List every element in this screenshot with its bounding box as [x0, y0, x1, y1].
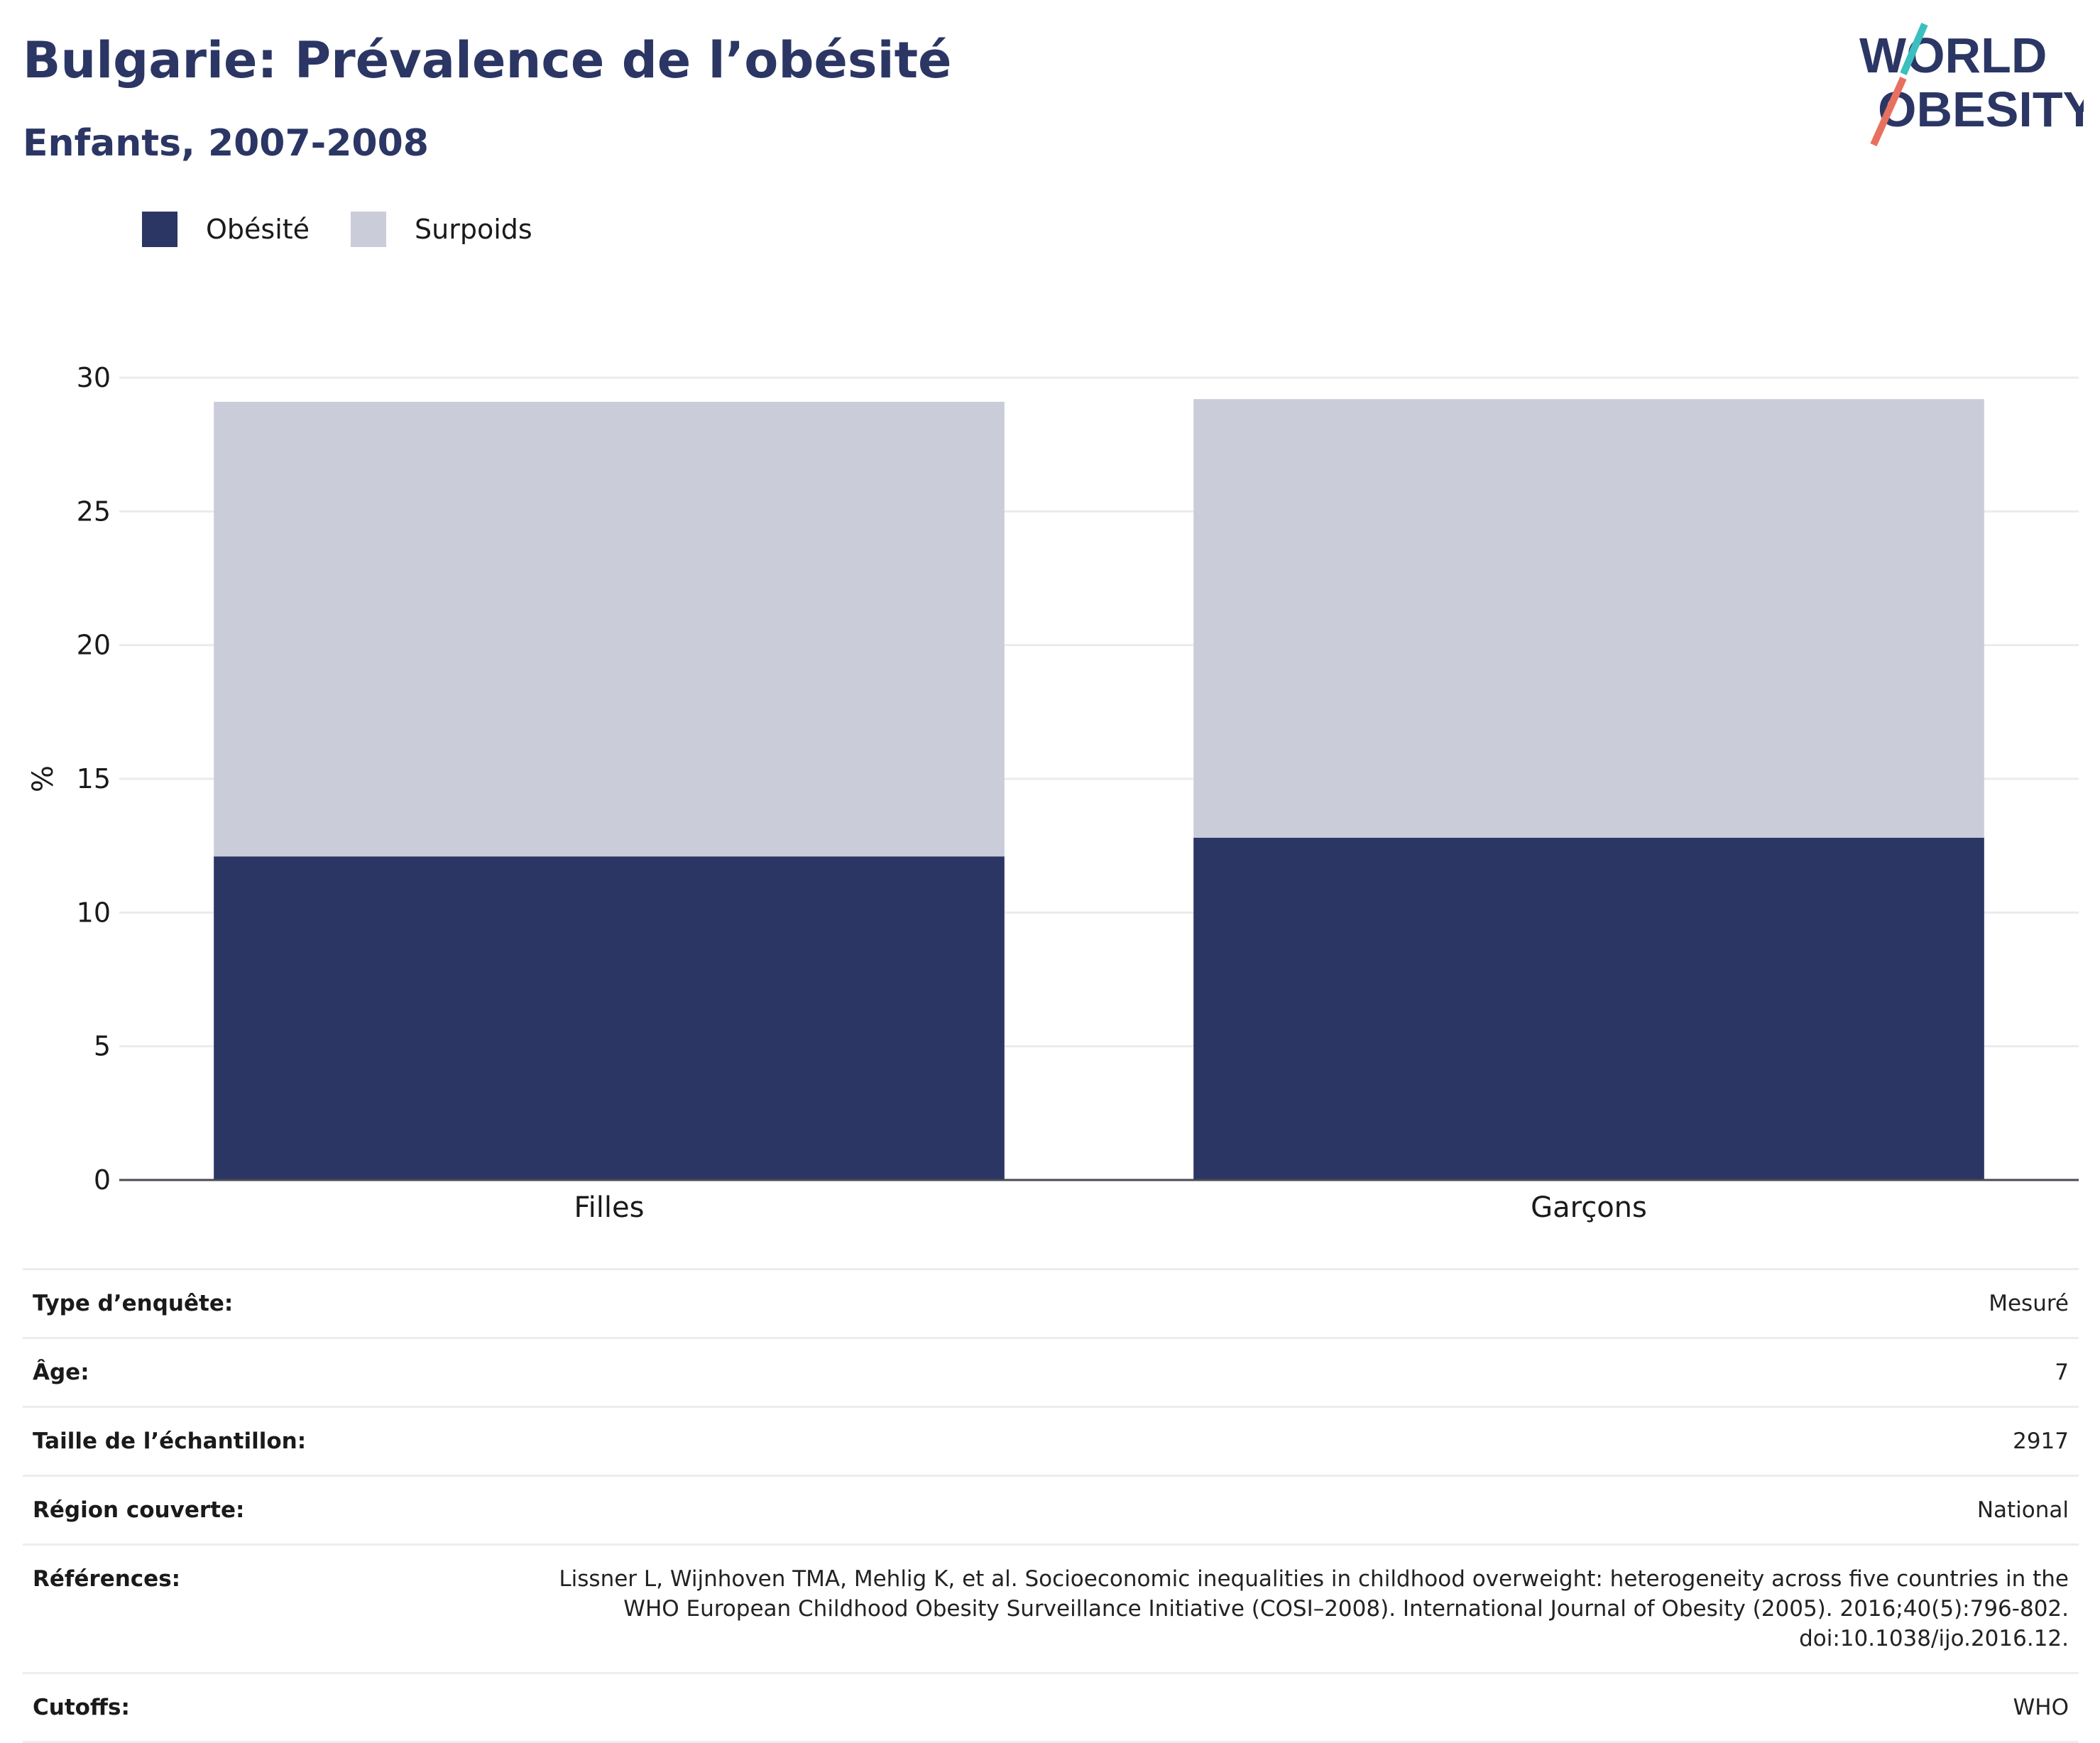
y-tick-label: 10 [77, 897, 111, 928]
bar-obesity-0 [214, 856, 1005, 1180]
bar-overweight-1 [1193, 399, 1984, 838]
info-value-line: Mesuré [1989, 1291, 2069, 1316]
chart-title: Bulgarie: Prévalence de l’obésité [23, 31, 952, 89]
info-key: Région couverte: [23, 1475, 440, 1545]
y-tick-label: 30 [77, 362, 111, 393]
y-tick-label: 5 [94, 1031, 111, 1062]
info-value: Lissner L, Wijnhoven TMA, Mehlig K, et a… [440, 1543, 2079, 1673]
info-row: Région couverte: National [23, 1475, 2079, 1545]
info-value: National [440, 1475, 2079, 1545]
info-value-line: National [1976, 1497, 2069, 1523]
legend-label-obesity: Obésité [206, 214, 310, 245]
info-key: Taille de l’échantillon: [23, 1406, 440, 1476]
info-row: Références: Lissner L, Wijnhoven TMA, Meh… [23, 1543, 2079, 1673]
chart-subtitle: Enfants, 2007-2008 [23, 122, 429, 165]
info-value-line: doi:10.1038/ijo.2016.12. [1799, 1626, 2069, 1651]
y-tick-label: 25 [77, 496, 111, 527]
info-value-line: 7 [2055, 1360, 2069, 1385]
info-value-line: WHO [2013, 1695, 2069, 1720]
info-value: 2917 [440, 1406, 2079, 1476]
info-value: WHO [440, 1672, 2079, 1743]
survey-info-table: Type d’enquête: Mesuré Âge: 7 Taille de l’éc… [23, 1268, 2079, 1743]
world-obesity-logo: WORLD OBESITY [1859, 23, 2084, 147]
info-value-line: 2917 [2013, 1428, 2069, 1454]
info-key: Âge: [23, 1337, 440, 1407]
y-tick-label: 0 [94, 1164, 111, 1196]
bar-overweight-0 [214, 401, 1005, 857]
info-key: Type d’enquête: [23, 1268, 440, 1338]
info-value: Mesuré [440, 1268, 2079, 1338]
logo-slash-top [1900, 23, 1928, 75]
x-tick-label: Filles [574, 1191, 645, 1224]
legend-item-overweight: Surpoids [351, 212, 532, 247]
logo-text-world: WORLD [1859, 28, 2047, 83]
y-axis-label: % [27, 765, 60, 792]
legend-label-overweight: Surpoids [415, 214, 532, 245]
legend-item-obesity: Obésité [142, 212, 310, 247]
info-value-line: WHO European Childhood Obesity Surveilla… [623, 1596, 2069, 1622]
stacked-bar-chart: 0 5 10 15 20 25 30% Filles Garçons [27, 362, 2079, 1224]
legend-swatch-overweight [351, 212, 387, 247]
y-tick-label: 15 [77, 763, 111, 794]
legend-swatch-obesity [142, 212, 177, 247]
info-value-line: Lissner L, Wijnhoven TMA, Mehlig K, et a… [559, 1566, 2069, 1592]
info-key: Cutoffs: [23, 1672, 440, 1743]
chart-legend: Obésité Surpoids [142, 212, 574, 247]
info-key: Références: [23, 1543, 440, 1673]
info-row: Type d’enquête: Mesuré [23, 1268, 2079, 1338]
y-tick-label: 20 [77, 630, 111, 661]
info-row: Taille de l’échantillon: 2917 [23, 1406, 2079, 1476]
info-value: 7 [440, 1337, 2079, 1407]
info-row: Âge: 7 [23, 1337, 2079, 1407]
x-tick-label: Garçons [1531, 1191, 1647, 1224]
logo-text-obesity: OBESITY [1878, 82, 2084, 137]
bar-obesity-1 [1193, 837, 1984, 1180]
info-row: Cutoffs: WHO [23, 1672, 2079, 1743]
logo-slash-bottom [1870, 76, 1907, 147]
